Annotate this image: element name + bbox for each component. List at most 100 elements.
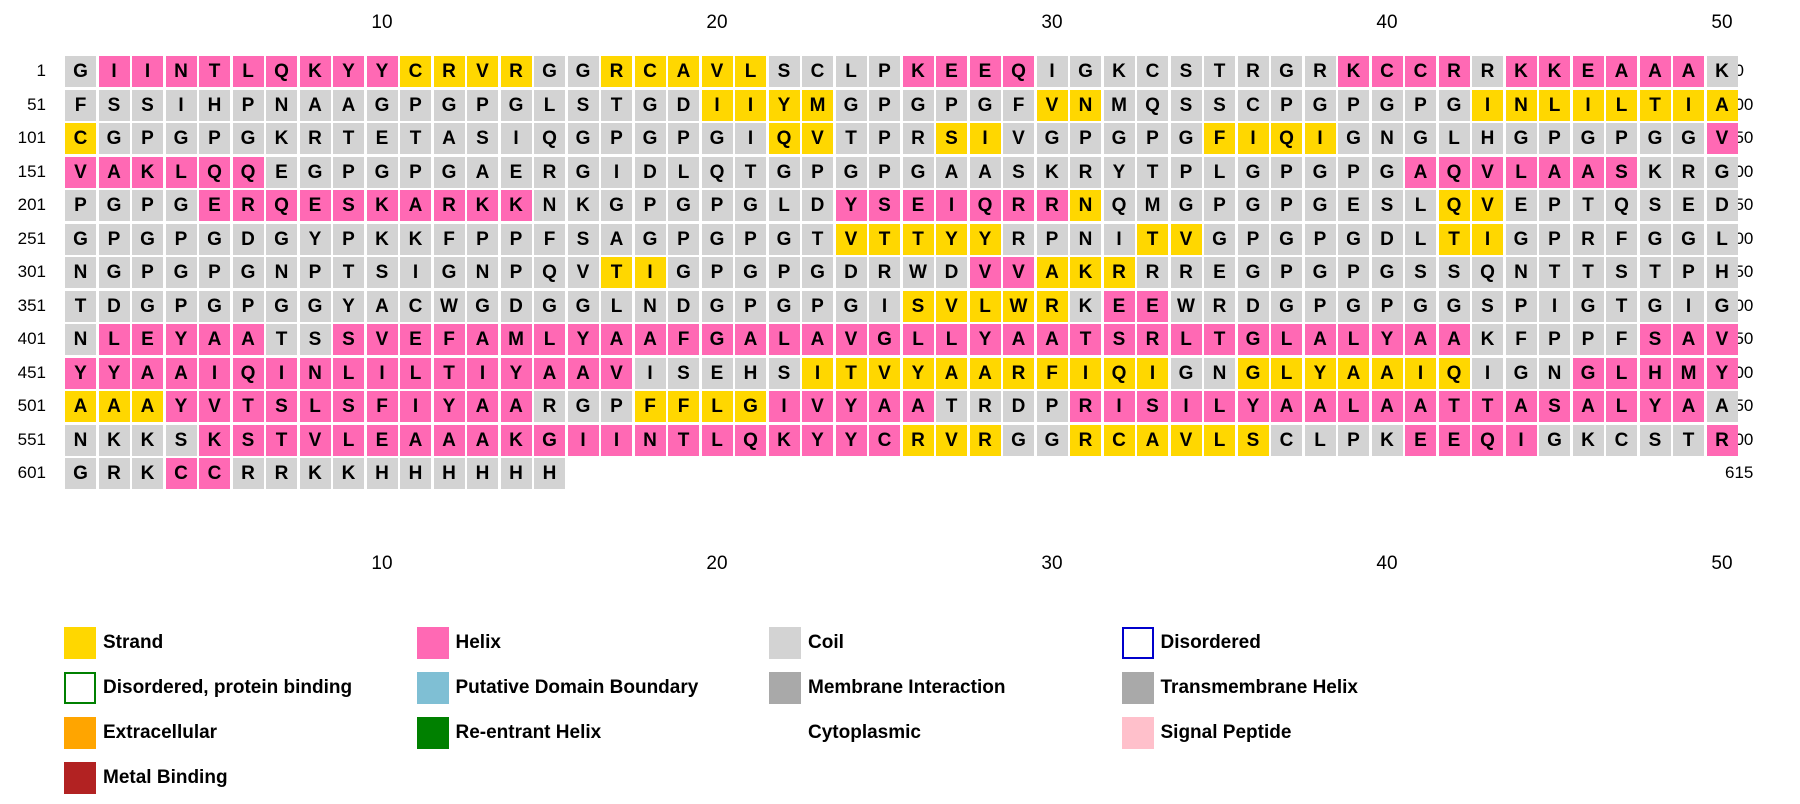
residue-cell: D: [1237, 290, 1269, 322]
residue-cell: G: [701, 123, 733, 154]
residue-cell: S: [1137, 391, 1168, 422]
residue-cell: P: [936, 89, 967, 121]
residue-cell: A: [433, 424, 465, 456]
residue-cell: A: [366, 290, 398, 322]
residue-cell: V: [366, 324, 398, 355]
residue-cell: P: [1338, 424, 1369, 456]
residue-cell: R: [1137, 257, 1168, 288]
residue-cell: V: [936, 290, 967, 322]
residue-cell: A: [1405, 391, 1436, 422]
residue-cell: P: [1271, 190, 1302, 221]
residue-cell: P: [500, 223, 532, 255]
residue-cell: G: [534, 290, 565, 322]
residue-cell: A: [969, 357, 1001, 389]
residue-cell: T: [1639, 257, 1671, 288]
residue-cell: G: [668, 190, 699, 221]
residue-cell: K: [500, 190, 532, 221]
residue-cell: Q: [1472, 424, 1503, 456]
residue-cell: Y: [1639, 391, 1671, 422]
residue-cell: G: [1505, 223, 1537, 255]
residue-cell: N: [1539, 357, 1570, 389]
residue-cell: I: [266, 357, 297, 389]
residue-cell: P: [601, 391, 632, 422]
residue-cell: L: [1505, 156, 1537, 188]
residue-cell: L: [1606, 89, 1637, 121]
residue-cell: R: [1036, 290, 1068, 322]
residue-cell: I: [701, 89, 733, 121]
residue-cell: S: [1606, 156, 1637, 188]
residue-cell: I: [735, 89, 766, 121]
residue-cell: A: [132, 357, 163, 389]
residue-cell: G: [132, 290, 163, 322]
residue-cell: K: [500, 424, 532, 456]
ruler-top-label: 40: [1376, 12, 1398, 33]
residue-cell: Y: [567, 324, 599, 355]
residue-cell: G: [567, 156, 599, 188]
residue-cell: P: [1673, 257, 1704, 288]
ruler-bottom-label: 50: [1711, 553, 1733, 574]
residue-cell: A: [1706, 89, 1738, 121]
residue-cell: H: [366, 458, 398, 489]
residue-cell: A: [936, 357, 967, 389]
residue-cell: A: [1371, 391, 1403, 422]
residue-cell: G: [835, 156, 867, 188]
residue-cell: C: [165, 458, 197, 489]
residue-cell: D: [98, 290, 130, 322]
row-start-number: 101: [17, 128, 46, 147]
residue-cell: V: [835, 223, 867, 255]
residue-cell: T: [1673, 424, 1704, 456]
residue-cell: G: [902, 89, 934, 121]
residue-cell: A: [1338, 357, 1369, 389]
residue-cell: P: [1371, 290, 1403, 322]
residue-cell: K: [768, 424, 800, 456]
residue-cell: G: [199, 290, 230, 322]
residue-cell: Q: [534, 257, 565, 288]
residue-cell: P: [1539, 190, 1570, 221]
legend-swatch: [1121, 672, 1154, 704]
residue-cell: A: [98, 156, 130, 188]
residue-cell: Y: [802, 424, 833, 456]
residue-cell: K: [266, 123, 297, 154]
residue-cell: G: [1103, 123, 1135, 154]
residue-cell: G: [65, 56, 96, 87]
residue-cell: T: [601, 89, 632, 121]
residue-cell: S: [1539, 391, 1570, 422]
residue-cell: L: [1170, 324, 1202, 355]
residue-cell: R: [500, 56, 532, 87]
residue-cell: E: [1204, 257, 1235, 288]
residue-cell: M: [802, 89, 833, 121]
residue-cell: L: [1706, 223, 1738, 255]
residue-cell: F: [668, 324, 699, 355]
residue-cell: V: [1472, 156, 1503, 188]
residue-cell: S: [668, 357, 699, 389]
residue-cell: V: [199, 391, 230, 422]
residue-cell: T: [266, 424, 297, 456]
residue-cell: Q: [1606, 190, 1637, 221]
residue-cell: A: [1438, 324, 1470, 355]
residue-cell: G: [701, 223, 733, 255]
residue-cell: D: [1003, 391, 1034, 422]
residue-cell: R: [1237, 56, 1269, 87]
residue-cell: L: [768, 190, 800, 221]
residue-cell: Y: [1706, 357, 1738, 389]
residue-cell: I: [1673, 89, 1704, 121]
residue-cell: T: [1639, 89, 1671, 121]
residue-cell: L: [902, 324, 934, 355]
residue-cell: I: [1237, 123, 1269, 154]
residue-cell: G: [433, 89, 465, 121]
residue-cell: A: [668, 56, 699, 87]
legend-label: Transmembrane Helix: [1160, 677, 1358, 698]
residue-cell: A: [65, 391, 96, 422]
residue-cell: R: [1070, 391, 1101, 422]
legend-swatch: [769, 627, 801, 659]
residue-cell: L: [1405, 190, 1436, 221]
residue-cell: G: [835, 89, 867, 121]
residue-cell: G: [1505, 357, 1537, 389]
legend-swatch: [64, 627, 96, 659]
residue-cell: G: [1070, 56, 1101, 87]
residue-cell: P: [1204, 190, 1235, 221]
residue-cell: R: [534, 391, 565, 422]
residue-cell: G: [567, 290, 599, 322]
residue-cell: G: [98, 123, 130, 154]
residue-cell: W: [433, 290, 465, 322]
